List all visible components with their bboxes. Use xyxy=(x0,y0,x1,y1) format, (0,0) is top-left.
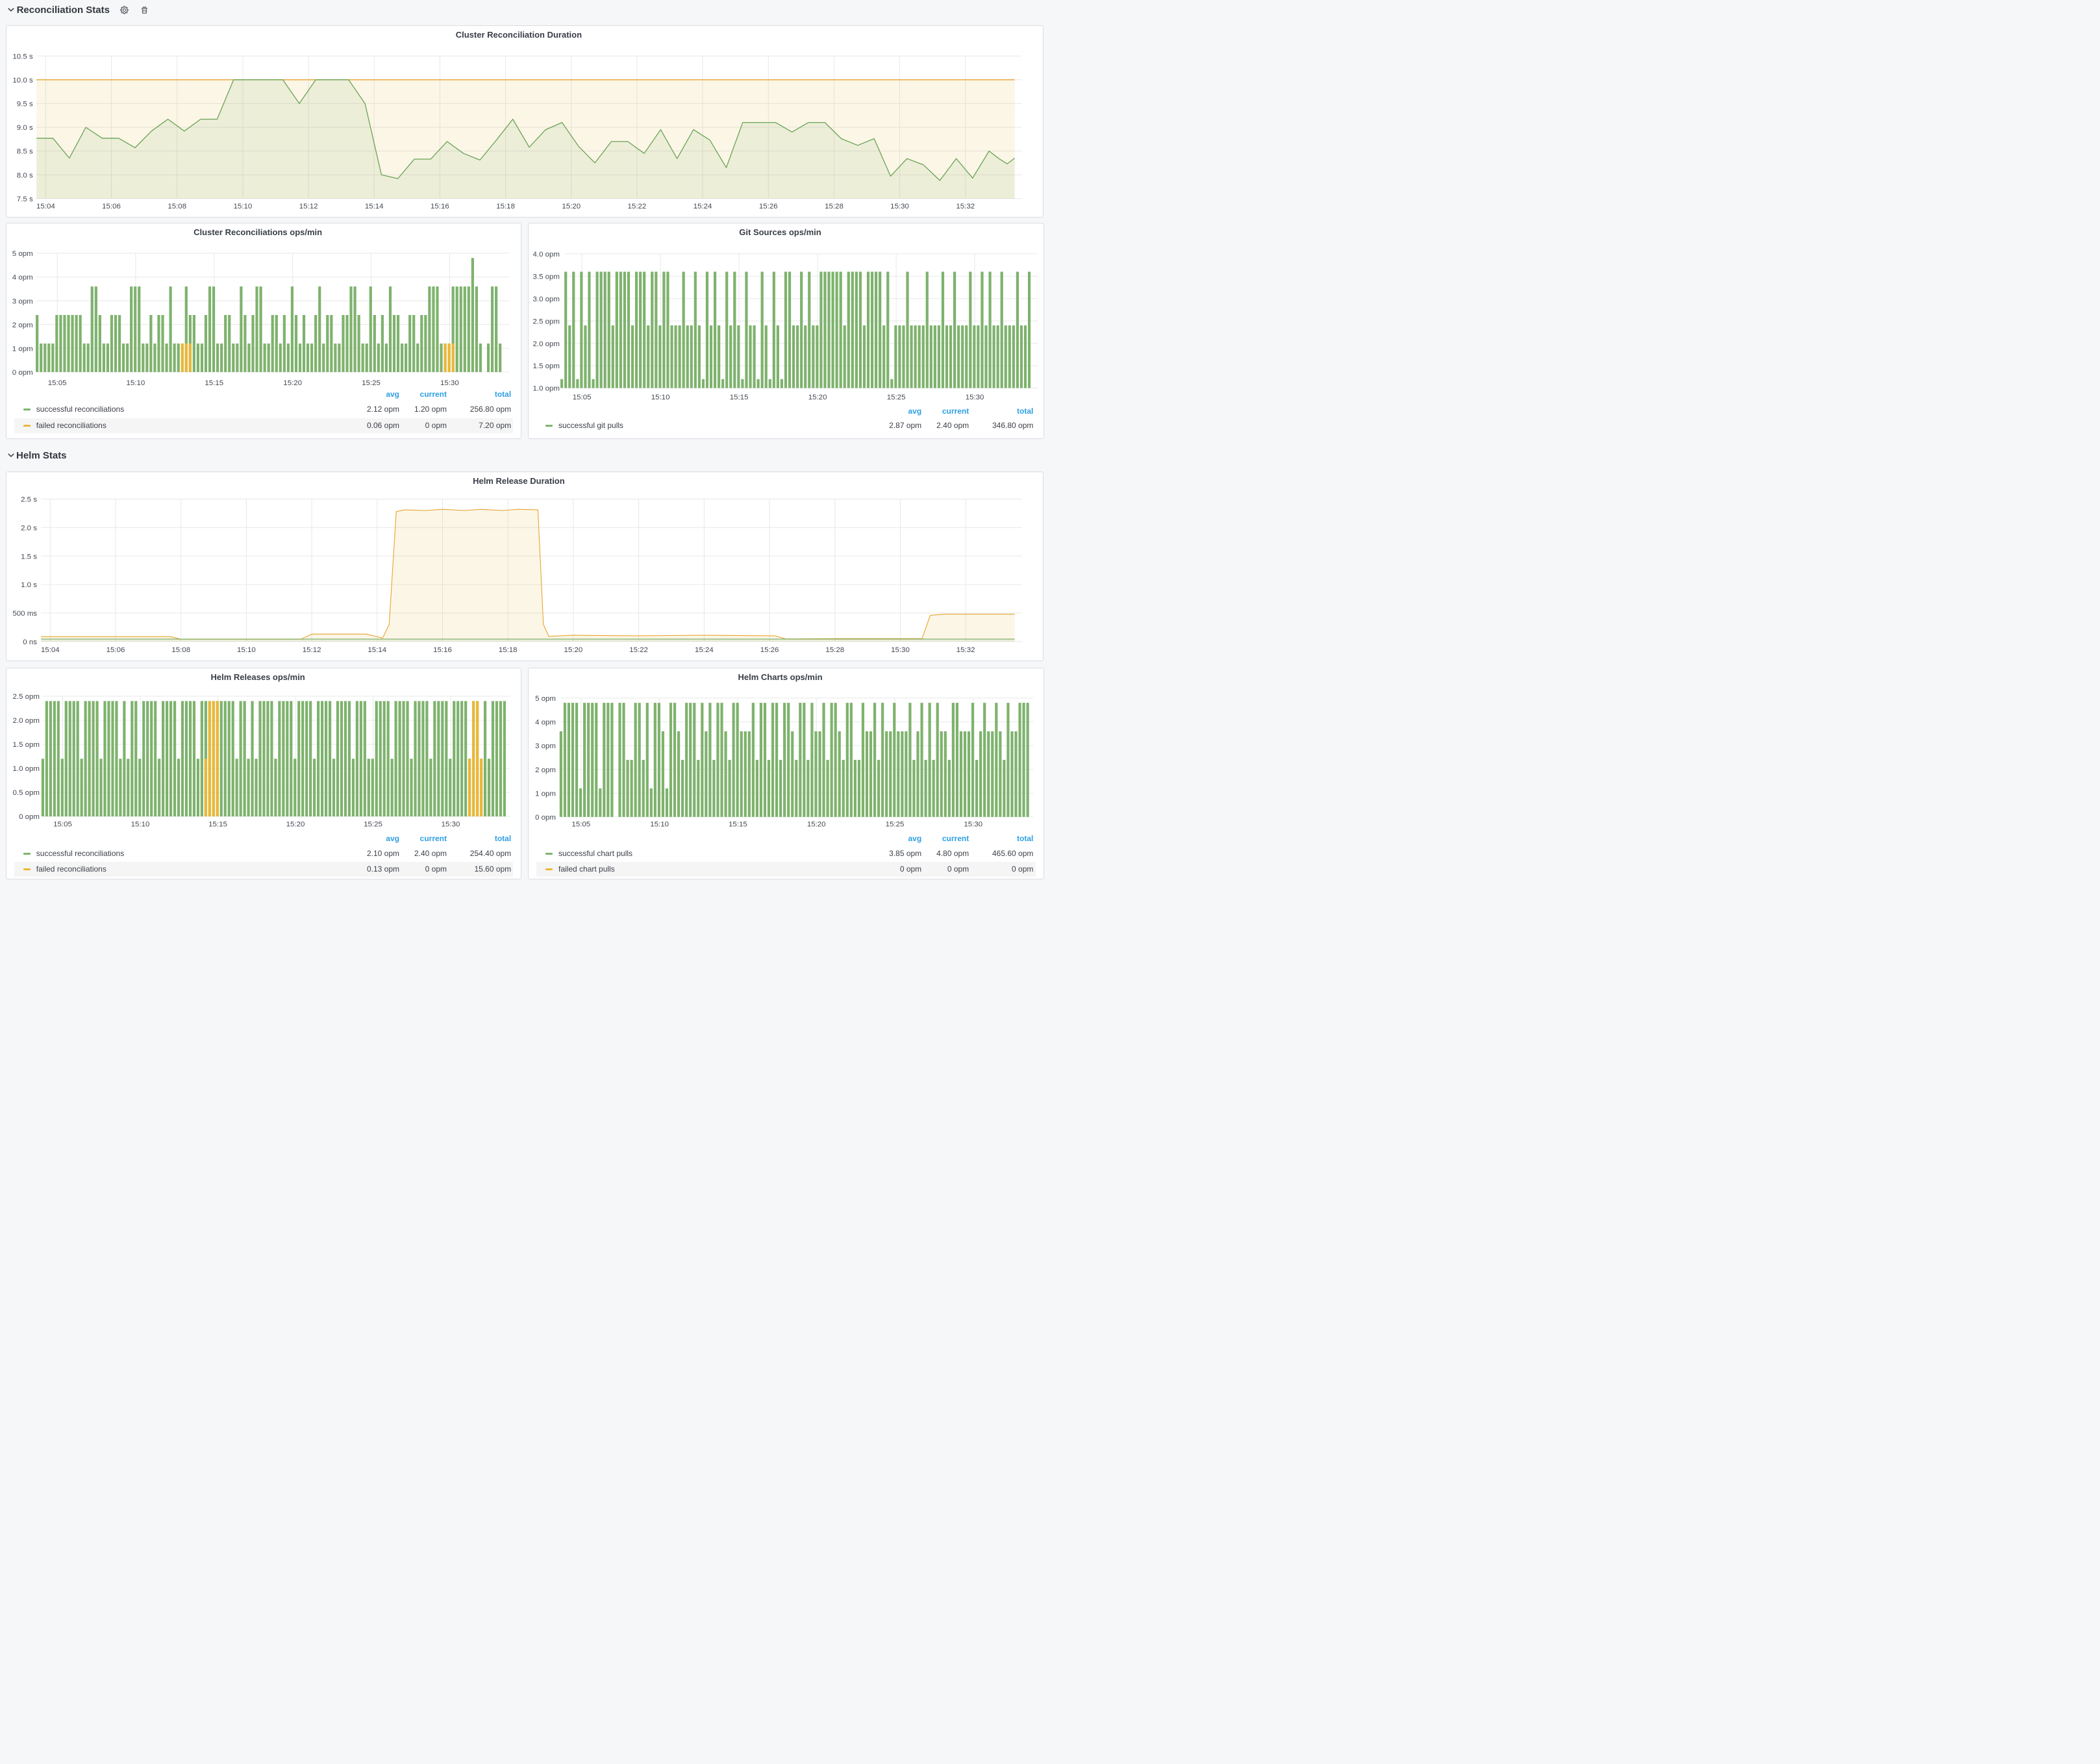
svg-text:0 opm: 0 opm xyxy=(535,814,556,822)
svg-text:15:08: 15:08 xyxy=(171,646,190,654)
svg-text:15:15: 15:15 xyxy=(729,820,747,828)
svg-text:2 opm: 2 opm xyxy=(12,321,33,329)
svg-text:15:25: 15:25 xyxy=(886,820,905,828)
svg-text:15:10: 15:10 xyxy=(650,820,669,828)
svg-text:0 ns: 0 ns xyxy=(23,638,37,646)
svg-text:15:12: 15:12 xyxy=(299,203,318,210)
svg-text:1.0 opm: 1.0 opm xyxy=(533,385,560,393)
svg-text:3.5 opm: 3.5 opm xyxy=(533,273,560,281)
svg-text:2.0 opm: 2.0 opm xyxy=(533,340,560,348)
svg-text:15:04: 15:04 xyxy=(36,203,55,210)
svg-text:15:04: 15:04 xyxy=(41,646,60,654)
svg-text:15:10: 15:10 xyxy=(233,203,252,210)
svg-text:15:30: 15:30 xyxy=(890,203,909,210)
svg-text:15:12: 15:12 xyxy=(303,646,321,654)
svg-text:2.0 s: 2.0 s xyxy=(21,525,37,533)
svg-text:0 opm: 0 opm xyxy=(19,813,40,821)
svg-text:4.0 opm: 4.0 opm xyxy=(533,251,560,258)
svg-text:3 opm: 3 opm xyxy=(535,742,556,750)
svg-text:15:26: 15:26 xyxy=(759,203,778,210)
svg-text:8.5 s: 8.5 s xyxy=(17,148,33,156)
svg-text:0 opm: 0 opm xyxy=(12,369,33,377)
svg-text:15:15: 15:15 xyxy=(208,820,227,828)
svg-text:15:10: 15:10 xyxy=(131,820,149,828)
svg-text:1.5 opm: 1.5 opm xyxy=(533,362,560,370)
svg-text:15:08: 15:08 xyxy=(168,203,186,210)
svg-text:15:30: 15:30 xyxy=(891,646,910,654)
svg-text:15:30: 15:30 xyxy=(440,379,459,387)
svg-text:15:06: 15:06 xyxy=(106,646,125,654)
svg-text:15:25: 15:25 xyxy=(887,394,906,401)
svg-text:15:30: 15:30 xyxy=(964,820,982,828)
svg-text:5 opm: 5 opm xyxy=(12,250,33,258)
svg-text:9.5 s: 9.5 s xyxy=(17,101,33,108)
svg-text:2.5 opm: 2.5 opm xyxy=(12,693,40,701)
svg-text:15:05: 15:05 xyxy=(48,379,67,387)
svg-text:3 opm: 3 opm xyxy=(12,297,33,305)
svg-text:15:05: 15:05 xyxy=(53,820,72,828)
svg-text:1 opm: 1 opm xyxy=(12,345,33,353)
svg-text:1.0 s: 1.0 s xyxy=(21,581,37,589)
svg-text:15:22: 15:22 xyxy=(629,646,648,654)
svg-text:15:20: 15:20 xyxy=(283,379,302,387)
svg-text:4 opm: 4 opm xyxy=(535,718,556,726)
svg-text:15:16: 15:16 xyxy=(431,203,449,210)
svg-text:15:32: 15:32 xyxy=(956,646,975,654)
svg-text:15:10: 15:10 xyxy=(237,646,256,654)
svg-text:15:14: 15:14 xyxy=(365,203,384,210)
svg-text:15:28: 15:28 xyxy=(825,646,844,654)
svg-text:15:15: 15:15 xyxy=(205,379,223,387)
svg-text:7.5 s: 7.5 s xyxy=(17,195,33,203)
svg-text:15:28: 15:28 xyxy=(825,203,844,210)
svg-text:15:10: 15:10 xyxy=(126,379,145,387)
svg-text:1 opm: 1 opm xyxy=(535,790,556,798)
svg-text:2 opm: 2 opm xyxy=(535,766,556,774)
svg-text:15:05: 15:05 xyxy=(573,394,592,401)
svg-text:15:10: 15:10 xyxy=(651,394,670,401)
svg-text:15:30: 15:30 xyxy=(966,394,984,401)
svg-text:2.5 opm: 2.5 opm xyxy=(533,318,560,325)
svg-text:0.5 opm: 0.5 opm xyxy=(12,789,40,797)
svg-text:4 opm: 4 opm xyxy=(12,274,33,282)
svg-text:15:24: 15:24 xyxy=(694,203,712,210)
svg-text:10.0 s: 10.0 s xyxy=(12,77,33,84)
svg-text:1.5 opm: 1.5 opm xyxy=(12,741,40,749)
svg-text:5 opm: 5 opm xyxy=(535,695,556,703)
svg-text:15:15: 15:15 xyxy=(730,394,749,401)
svg-text:2.0 opm: 2.0 opm xyxy=(12,717,40,725)
svg-text:15:18: 15:18 xyxy=(499,646,518,654)
svg-text:15:24: 15:24 xyxy=(695,646,714,654)
svg-text:9.0 s: 9.0 s xyxy=(17,124,33,132)
svg-text:15:22: 15:22 xyxy=(627,203,646,210)
svg-text:2.5 s: 2.5 s xyxy=(21,496,37,504)
svg-text:15:25: 15:25 xyxy=(362,379,381,387)
svg-text:1.0 opm: 1.0 opm xyxy=(12,765,40,773)
svg-text:15:16: 15:16 xyxy=(433,646,452,654)
svg-text:10.5 s: 10.5 s xyxy=(12,53,33,61)
svg-text:15:20: 15:20 xyxy=(807,820,826,828)
svg-text:1.5 s: 1.5 s xyxy=(21,553,37,561)
svg-text:15:06: 15:06 xyxy=(102,203,121,210)
svg-text:15:26: 15:26 xyxy=(760,646,779,654)
svg-text:15:30: 15:30 xyxy=(441,820,460,828)
svg-text:15:20: 15:20 xyxy=(286,820,305,828)
svg-text:15:32: 15:32 xyxy=(956,203,975,210)
svg-text:15:18: 15:18 xyxy=(496,203,515,210)
svg-text:15:20: 15:20 xyxy=(564,646,582,654)
svg-text:500 ms: 500 ms xyxy=(12,610,37,618)
svg-text:15:25: 15:25 xyxy=(364,820,382,828)
svg-text:3.0 opm: 3.0 opm xyxy=(533,296,560,303)
svg-text:15:14: 15:14 xyxy=(368,646,386,654)
svg-text:15:20: 15:20 xyxy=(562,203,581,210)
svg-text:15:05: 15:05 xyxy=(571,820,590,828)
svg-text:15:20: 15:20 xyxy=(808,394,827,401)
svg-text:8.0 s: 8.0 s xyxy=(17,172,33,180)
